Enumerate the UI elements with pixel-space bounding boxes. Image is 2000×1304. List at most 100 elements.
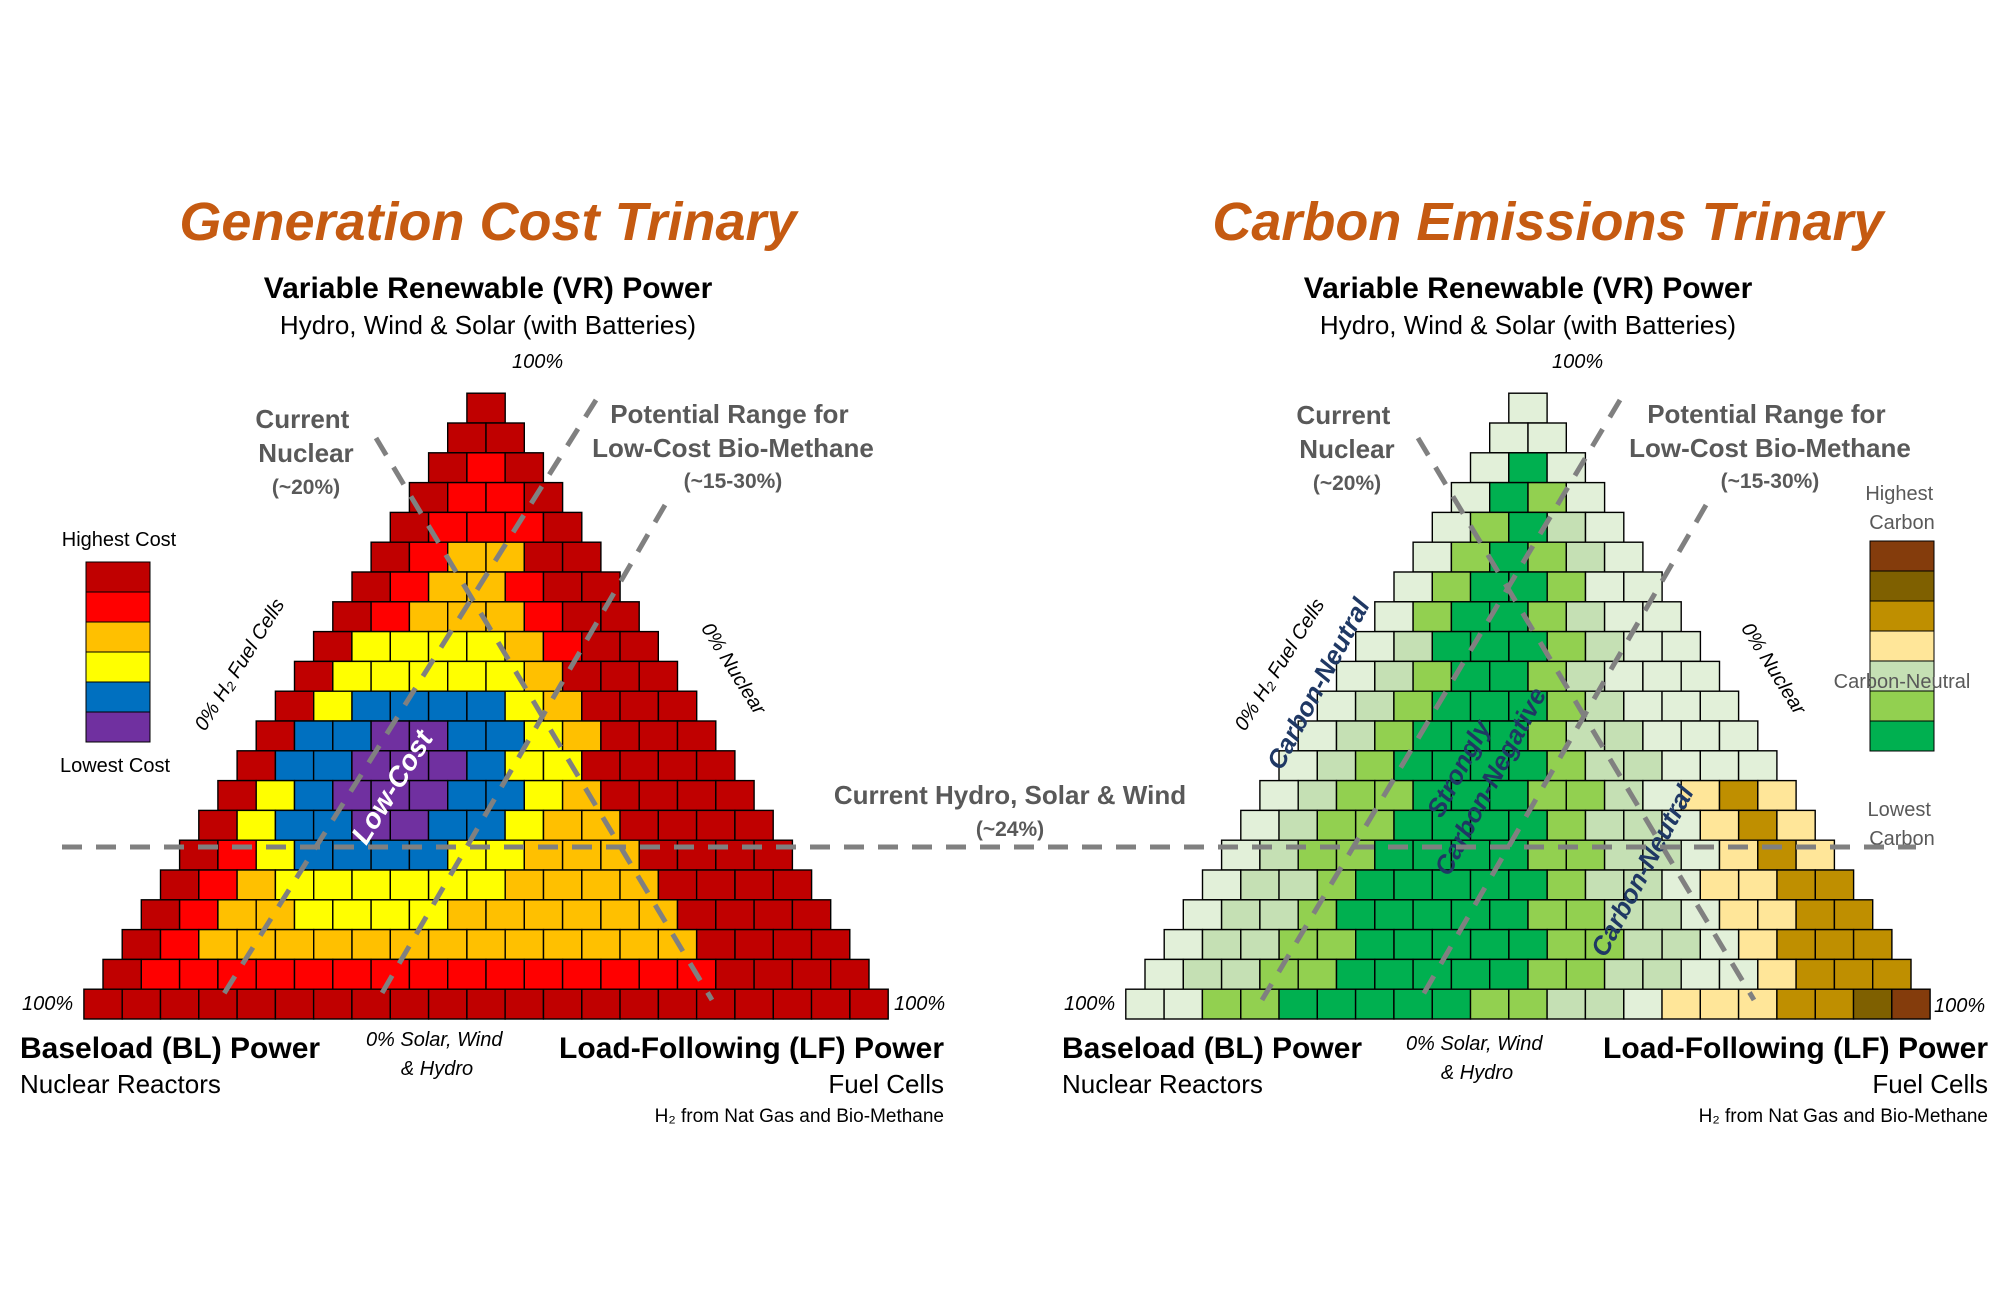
bio-methane-high-dash [375,503,668,1002]
cost-cell [274,988,315,1020]
carbon-cell [1699,869,1740,901]
carbon-cell [1565,660,1606,692]
cost-cell [466,511,506,543]
cost-cell [427,869,468,901]
cost-cell [542,809,583,841]
carbon-cell [1508,928,1548,961]
bl-axis-title: Baseload (BL) Power [20,1032,320,1065]
cost-cell [734,809,774,841]
carbon-cell [1163,928,1204,961]
carbon-cell [1412,660,1453,692]
cost-cell [830,958,870,990]
cost-cell [619,690,659,722]
solar-axis-label: 0% Solar, Wind & Hydro [1406,1033,1548,1084]
cost-cell [657,750,698,782]
cost-cell [581,988,621,1020]
cost-cell [619,630,659,663]
cost-cell [542,690,583,722]
cost-cell [370,660,411,692]
cost-cell [676,779,717,812]
vr-axis-title: Variable Renewable (VR) Power [1304,272,1753,305]
carbon-cell [1335,779,1376,812]
carbon-cell [1546,928,1587,961]
carbon-cell [1565,541,1606,573]
cost-cell [734,928,774,961]
carbon-cell [1661,630,1702,663]
cost-cell [657,869,698,901]
cost-cell [332,601,372,633]
current-nuclear-pct: (~20%) [272,476,340,499]
cost-cell [561,899,602,931]
cost-cell [255,779,296,812]
cost-legend-swatch [85,651,151,683]
cost-cell [255,720,296,752]
cost-cell [293,720,334,752]
cost-cell [427,571,468,603]
potential-range-pct: (~15-30%) [684,470,783,493]
carbon-cell [1412,601,1453,633]
cost-cell [274,928,315,961]
carbon-cell [1527,899,1567,931]
carbon-cell [1546,571,1587,603]
carbon-cell [1450,541,1491,573]
carbon-cell [1546,988,1587,1020]
cost-cell [504,452,545,484]
cost-cell [466,869,506,901]
cost-cell [121,928,162,961]
carbon-cell [1393,571,1433,603]
cost-cell [542,988,583,1020]
carbon-cell [1431,988,1472,1020]
carbon-cell [1374,779,1414,812]
carbon-cell [1335,720,1376,752]
carbon-cell [1469,750,1510,782]
carbon-triangle-grid [1125,392,1931,1020]
lf-axis-subtitle: Fuel Cells [1872,1069,1988,1099]
carbon-cell [1374,601,1414,633]
cost-cell [408,601,449,633]
h2-axis-label: 0% H₂ Fuel Cells [191,595,290,735]
carbon-cell [1450,899,1491,931]
cost-cell [523,601,564,633]
carbon-cell [1546,809,1587,841]
carbon-legend-swatch [1869,540,1935,572]
cost-cell [523,958,564,990]
bl-100-label: 100% [22,993,73,1015]
bio-methane-high-dash [1417,503,1709,1002]
carbon-cell [1488,958,1529,990]
carbon-cell [1354,630,1395,663]
cost-cell [772,988,813,1020]
carbon-cell [1546,511,1587,543]
bl-axis-subtitle: Nuclear Reactors [1062,1069,1263,1099]
carbon-cell [1776,928,1816,961]
cost-cell [370,899,411,931]
bl-axis-title: Baseload (BL) Power [1062,1032,1362,1065]
carbon-cell [1316,809,1357,841]
carbon-cell [1527,958,1567,990]
carbon-cell [1584,690,1625,722]
carbon-cell [1374,720,1414,752]
cost-cell [370,541,411,573]
cost-cell [178,958,219,990]
cost-legend-swatch [85,621,151,653]
cost-cell [351,571,391,603]
vr-100-label: 100% [512,351,563,373]
cost-cell [159,928,200,961]
carbon-cell [1259,958,1299,990]
cost-cell [715,958,755,990]
carbon-cell [1240,988,1280,1020]
cost-cell [676,720,717,752]
cost-cell [600,779,640,812]
cost-cell [561,660,602,692]
carbon-cell [1469,988,1510,1020]
carbon-cell [1852,928,1893,961]
carbon-cell [1623,869,1663,901]
cost-cell [312,750,353,782]
cost-cell [351,809,391,841]
cost-cell [217,779,257,812]
cost-cell [293,899,334,931]
carbon-cell [1354,988,1395,1020]
cost-cell [389,630,430,663]
carbon-cell [1623,750,1663,782]
cost-legend-swatch [85,681,151,713]
cost-cell [695,988,736,1020]
